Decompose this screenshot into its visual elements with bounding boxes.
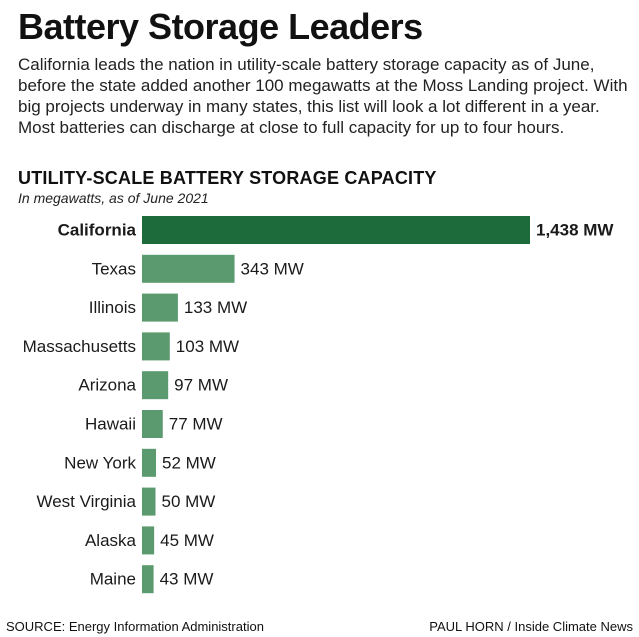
value-label-arizona: 97 MW (174, 376, 228, 395)
chart-subheading: In megawatts, as of June 2021 (18, 190, 209, 206)
value-label-new-york: 52 MW (162, 453, 216, 472)
category-label-new-york: New York (64, 453, 136, 472)
source-note: SOURCE: Energy Information Administratio… (6, 619, 264, 634)
category-label-hawaii: Hawaii (85, 415, 136, 434)
value-label-alaska: 45 MW (160, 531, 214, 550)
bar-arizona (142, 371, 169, 400)
value-label-massachusetts: 103 MW (176, 337, 239, 356)
category-label-arizona: Arizona (78, 376, 136, 395)
bar-chart: California 1,438 MW Texas 343 MW Illinois 133… (23, 216, 614, 594)
bar-hawaii (142, 410, 163, 438)
chart-heading: UTILITY-SCALE BATTERY STORAGE CAPACITY (18, 168, 437, 188)
category-label-illinois: Illinois (89, 298, 136, 317)
category-label-alaska: Alaska (85, 531, 137, 550)
value-label-maine: 43 MW (160, 570, 214, 589)
bar-illinois (142, 293, 178, 322)
category-label-west-virginia: West Virginia (36, 492, 136, 511)
category-label-texas: Texas (92, 259, 136, 278)
category-label-california: California (58, 221, 137, 240)
bar-maine (142, 565, 154, 594)
chart-title: Battery Storage Leaders (18, 6, 423, 47)
value-label-california: 1,438 MW (536, 221, 614, 240)
category-label-maine: Maine (90, 570, 136, 589)
value-label-texas: 343 MW (241, 259, 304, 278)
bar-alaska (142, 526, 155, 555)
intro-paragraph: California leads the nation in utility-s… (18, 55, 628, 137)
bar-texas (142, 254, 235, 283)
category-label-massachusetts: Massachusetts (23, 337, 136, 356)
credit-note: PAUL HORN / Inside Climate News (429, 619, 633, 634)
bar-new-york (142, 448, 157, 477)
bar-massachusetts (142, 332, 170, 361)
value-label-illinois: 133 MW (184, 298, 247, 317)
value-label-hawaii: 77 MW (169, 415, 223, 434)
bar-west-virginia (142, 487, 156, 516)
value-label-west-virginia: 50 MW (161, 492, 215, 511)
bar-california (142, 216, 530, 244)
